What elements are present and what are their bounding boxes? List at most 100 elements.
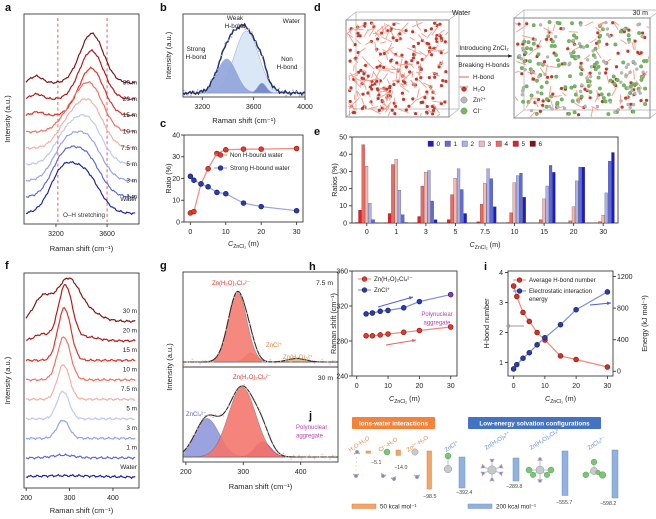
svg-text:20: 20 (415, 383, 423, 390)
svg-text:1200: 1200 (617, 274, 633, 281)
svg-text:3: 3 (488, 141, 492, 148)
svg-text:CZnCl₂ (m): CZnCl₂ (m) (470, 240, 501, 251)
svg-text:Strong H-bound water: Strong H-bound water (230, 165, 290, 172)
svg-text:Raman shift (cm⁻¹): Raman shift (cm⁻¹) (212, 116, 276, 125)
panel-label-h: h (309, 261, 316, 273)
svg-text:Water: Water (452, 10, 471, 17)
svg-text:300: 300 (64, 495, 76, 502)
svg-text:Energy (kJ mol⁻¹): Energy (kJ mol⁻¹) (640, 295, 649, 352)
svg-text:−14.0: −14.0 (394, 465, 407, 471)
svg-text:CZnCl₂ (m): CZnCl₂ (m) (389, 394, 420, 405)
svg-text:Zn(H₂O)₆²⁺: Zn(H₂O)₆²⁺ (283, 354, 313, 361)
svg-text:30: 30 (293, 229, 301, 236)
svg-text:Weak: Weak (227, 15, 244, 22)
svg-text:20: 20 (339, 186, 347, 193)
svg-text:30 m: 30 m (123, 308, 137, 315)
svg-text:4: 4 (499, 270, 503, 277)
svg-text:15 m: 15 m (123, 347, 137, 354)
svg-text:H-bond: H-bond (225, 23, 246, 30)
svg-text:1: 1 (394, 229, 398, 236)
svg-text:300: 300 (237, 469, 249, 476)
svg-text:10: 10 (222, 229, 230, 236)
svg-text:5 m: 5 m (126, 161, 137, 168)
svg-text:10 m: 10 m (123, 367, 137, 374)
svg-text:aggregate: aggregate (423, 321, 451, 327)
svg-text:10: 10 (384, 383, 392, 390)
svg-text:20: 20 (172, 176, 180, 183)
svg-text:−598.2: −598.2 (600, 501, 616, 507)
svg-text:Zn(H₂O)₂Cl₄²⁻: Zn(H₂O)₂Cl₄²⁻ (212, 281, 250, 287)
svg-text:800: 800 (617, 305, 629, 312)
svg-text:Ratios (%): Ratios (%) (330, 163, 339, 197)
svg-text:400: 400 (617, 337, 629, 344)
svg-text:30: 30 (603, 383, 611, 390)
svg-text:10: 10 (339, 203, 347, 210)
svg-text:Zn²⁺: Zn²⁺ (473, 97, 486, 104)
svg-text:30 m: 30 m (632, 10, 648, 17)
svg-text:Strong: Strong (187, 46, 206, 53)
svg-text:Raman shift (cm⁻¹): Raman shift (cm⁻¹) (229, 482, 293, 491)
svg-text:−392.4: −392.4 (456, 490, 472, 496)
svg-text:7.5 m: 7.5 m (316, 280, 333, 287)
svg-text:Non H-bound water: Non H-bound water (230, 152, 283, 159)
svg-text:Polynuclear: Polynuclear (421, 312, 452, 318)
svg-text:Breaking H-bonds: Breaking H-bonds (458, 62, 509, 69)
svg-text:20 m: 20 m (123, 96, 137, 103)
svg-text:Cl⁻: Cl⁻ (473, 108, 482, 115)
svg-text:Zn(H₂O)₂Cl₄²⁻: Zn(H₂O)₂Cl₄²⁻ (233, 375, 271, 381)
svg-text:400: 400 (295, 469, 307, 476)
svg-text:20: 20 (572, 383, 580, 390)
svg-text:ZnCl⁺: ZnCl⁺ (443, 439, 460, 453)
svg-text:5: 5 (522, 141, 526, 148)
svg-text:2: 2 (499, 330, 503, 337)
svg-text:320: 320 (336, 303, 348, 310)
svg-text:3200: 3200 (194, 104, 210, 111)
svg-text:7.5 m: 7.5 m (121, 386, 137, 393)
svg-text:−555.7: −555.7 (556, 500, 572, 506)
svg-text:3 m: 3 m (126, 177, 137, 184)
panel-label-e: e (314, 126, 321, 138)
svg-text:H₂O: H₂O (473, 86, 485, 93)
svg-text:Polynuclear: Polynuclear (296, 425, 327, 431)
svg-text:energy: energy (529, 296, 549, 303)
svg-text:Raman shift (cm⁻¹): Raman shift (cm⁻¹) (329, 293, 338, 354)
svg-text:Intensity (a.u.): Intensity (a.u.) (164, 31, 173, 79)
svg-text:0: 0 (512, 383, 516, 390)
panel-label-d: d (314, 2, 321, 14)
svg-text:30: 30 (339, 169, 347, 176)
svg-text:360: 360 (336, 268, 348, 275)
svg-text:3: 3 (499, 300, 503, 307)
svg-text:1: 1 (499, 360, 503, 367)
svg-text:Zn(H₂O)₂Cl₄²⁻: Zn(H₂O)₂Cl₄²⁻ (374, 276, 413, 283)
svg-text:0: 0 (437, 141, 441, 148)
svg-text:50 kcal mol⁻¹: 50 kcal mol⁻¹ (380, 504, 417, 511)
svg-text:CZnCl₂ (m): CZnCl₂ (m) (545, 394, 576, 405)
svg-text:Zn(H₂O)₆²⁺: Zn(H₂O)₆²⁺ (483, 430, 511, 452)
svg-text:CZnCl₂ (m): CZnCl₂ (m) (228, 239, 259, 250)
svg-text:4000: 4000 (297, 104, 313, 111)
svg-text:15 m: 15 m (123, 112, 137, 119)
svg-text:1 m: 1 m (126, 445, 137, 452)
svg-text:200 kcal mol⁻¹: 200 kcal mol⁻¹ (496, 504, 536, 511)
svg-text:10: 10 (172, 198, 180, 205)
svg-text:ZnCl⁺: ZnCl⁺ (374, 287, 390, 294)
svg-text:1 m: 1 m (126, 194, 137, 201)
svg-text:4: 4 (505, 141, 509, 148)
svg-text:Water: Water (120, 196, 138, 203)
svg-text:400: 400 (107, 495, 119, 502)
svg-text:0: 0 (343, 220, 347, 227)
svg-text:30: 30 (447, 383, 455, 390)
panel-label-j: j (309, 410, 313, 422)
svg-text:aggregate: aggregate (296, 434, 324, 440)
svg-text:30: 30 (172, 154, 180, 161)
svg-text:10 m: 10 m (123, 129, 137, 136)
svg-text:20 m: 20 m (123, 328, 137, 335)
svg-text:2: 2 (471, 141, 475, 148)
svg-text:200: 200 (180, 469, 192, 476)
svg-text:0: 0 (188, 229, 192, 236)
svg-text:ZnCl₄²⁻: ZnCl₄²⁻ (587, 436, 607, 452)
svg-text:O–H stretching: O–H stretching (63, 212, 105, 219)
panel-label-a: a (5, 2, 12, 14)
svg-text:3 m: 3 m (126, 425, 137, 432)
svg-text:7.5 m: 7.5 m (121, 145, 137, 152)
